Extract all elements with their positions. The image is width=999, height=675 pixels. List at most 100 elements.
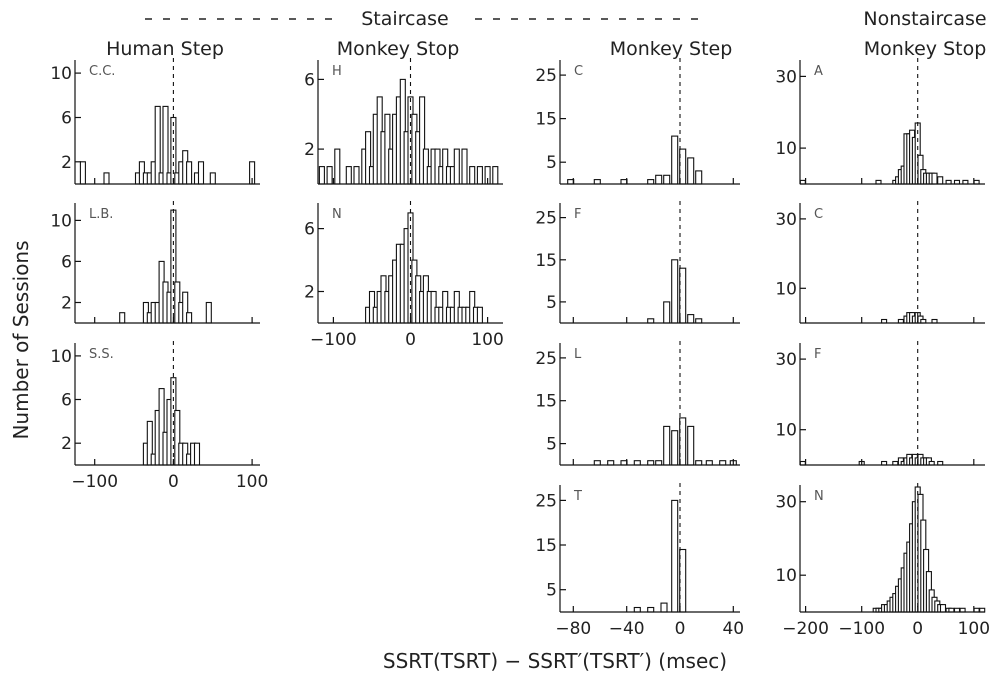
histogram-bar — [679, 548, 687, 613]
histogram-bar — [655, 460, 663, 466]
y-tick-label: 6 — [61, 252, 72, 272]
histogram-bar — [186, 161, 193, 185]
histogram-bar — [671, 499, 679, 613]
subject-label: N — [332, 207, 342, 222]
y-tick-label: 10 — [50, 64, 72, 84]
subject-label: H — [332, 64, 342, 79]
histogram-bar — [318, 166, 325, 185]
histogram-bar — [937, 176, 944, 185]
x-tick-label: 40 — [722, 619, 744, 639]
y-tick-label: 5 — [546, 153, 557, 173]
subject-label: L.B. — [89, 207, 113, 222]
y-tick-label: 5 — [546, 581, 557, 601]
y-tick-label: 15 — [535, 110, 557, 130]
histogram-bar — [197, 161, 205, 185]
column-header-nonstaircase-monkey-stop: Monkey Stop — [864, 38, 987, 60]
y-tick-label: 6 — [61, 109, 72, 129]
histogram-bar — [633, 460, 641, 466]
histogram-bar — [593, 179, 601, 185]
y-tick-label: 30 — [775, 350, 797, 370]
figure-headers: Staircase Human Step Monkey Stop Monkey … — [106, 8, 987, 60]
histogram-bar — [79, 161, 86, 185]
y-tick-label: 2 — [304, 283, 315, 303]
histogram-bar — [209, 172, 216, 185]
histogram-panel: 10 30 C — [775, 201, 985, 324]
y-tick-label: 15 — [535, 536, 557, 556]
histogram-panel: 10 30 F — [775, 341, 985, 466]
histogram-bar — [687, 425, 695, 466]
histogram-panel: 5 15 25 −80 −40 0 40 T — [535, 483, 744, 639]
y-tick-label: 25 — [535, 491, 557, 511]
subject-label: F — [814, 347, 821, 362]
histogram-bar — [660, 602, 668, 613]
histogram-bar — [655, 174, 663, 185]
histogram-bar — [326, 166, 333, 185]
histogram-bar — [469, 166, 476, 185]
histogram-panel: 2 6 10 L.B. — [50, 201, 260, 324]
x-tick-label: 100 — [958, 619, 990, 639]
subject-label: S.S. — [89, 347, 114, 362]
histogram-bar — [671, 259, 679, 324]
y-tick-label: 5 — [546, 293, 557, 313]
subject-label: C — [574, 64, 583, 79]
y-tick-label: 2 — [61, 153, 72, 173]
y-tick-label: 30 — [775, 493, 797, 513]
y-tick-label: 10 — [775, 566, 797, 586]
histogram-panel: 2 6 H — [304, 58, 503, 185]
y-tick-label: 2 — [61, 434, 72, 454]
y-tick-label: 10 — [775, 421, 797, 441]
y-tick-label: 2 — [61, 294, 72, 314]
histogram-bar — [334, 148, 341, 185]
histogram-bar — [663, 425, 671, 466]
histogram-bar — [671, 135, 679, 185]
subject-label: A — [814, 64, 823, 79]
y-tick-label: 6 — [304, 70, 315, 90]
column-header-human-step: Human Step — [106, 38, 224, 60]
histogram-bar — [687, 314, 695, 324]
subject-label: L — [574, 347, 582, 362]
y-tick-label: 10 — [775, 279, 797, 299]
histogram-bar — [695, 318, 703, 324]
x-tick-label: −80 — [555, 619, 591, 639]
subject-label: C — [814, 207, 823, 222]
histogram-bar — [695, 460, 703, 466]
histogram-bar — [453, 148, 460, 185]
histogram-bar — [687, 157, 695, 185]
histogram-bar — [593, 460, 601, 466]
histogram-bar — [647, 606, 655, 613]
x-tick-label: −100 — [310, 330, 357, 350]
histogram-bar — [647, 460, 655, 466]
histogram-bar — [492, 166, 499, 185]
histogram-bar — [679, 417, 687, 466]
x-tick-label: 0 — [675, 619, 686, 639]
subject-label: T — [573, 489, 582, 504]
histogram-bar — [633, 606, 641, 613]
subject-label: N — [814, 489, 824, 504]
y-tick-label: 25 — [535, 349, 557, 369]
x-tick-label: 0 — [912, 619, 923, 639]
y-tick-label: 30 — [775, 210, 797, 230]
histogram-bar — [476, 306, 483, 324]
histogram-bar — [193, 442, 201, 466]
x-tick-label: −40 — [609, 619, 645, 639]
histogram-panel: 2 6 10 −100 0 100 S.S. — [50, 341, 268, 492]
histogram-panel: 5 15 25 L — [535, 341, 740, 466]
histogram-bar — [345, 166, 352, 185]
y-tick-label: 15 — [535, 251, 557, 271]
histogram-bar — [620, 179, 628, 185]
histogram-panel: 2 6 10 C.C. — [50, 58, 260, 185]
y-tick-label: 10 — [50, 347, 72, 367]
histogram-panel: 10 30 −200 −100 0 100 N — [775, 483, 990, 639]
y-tick-label: 2 — [304, 140, 315, 160]
histogram-panel: 5 15 25 C — [535, 58, 740, 185]
y-tick-label: 10 — [50, 211, 72, 231]
x-tick-label: −200 — [782, 619, 829, 639]
x-tick-label: 0 — [168, 472, 179, 492]
histogram-bar — [705, 460, 713, 466]
histogram-bar — [719, 460, 727, 466]
histogram-bar — [671, 430, 679, 466]
histogram-bar — [931, 172, 938, 185]
x-tick-label: 0 — [405, 330, 416, 350]
histogram-panel: 2 6 −100 0 100 N — [304, 201, 504, 350]
